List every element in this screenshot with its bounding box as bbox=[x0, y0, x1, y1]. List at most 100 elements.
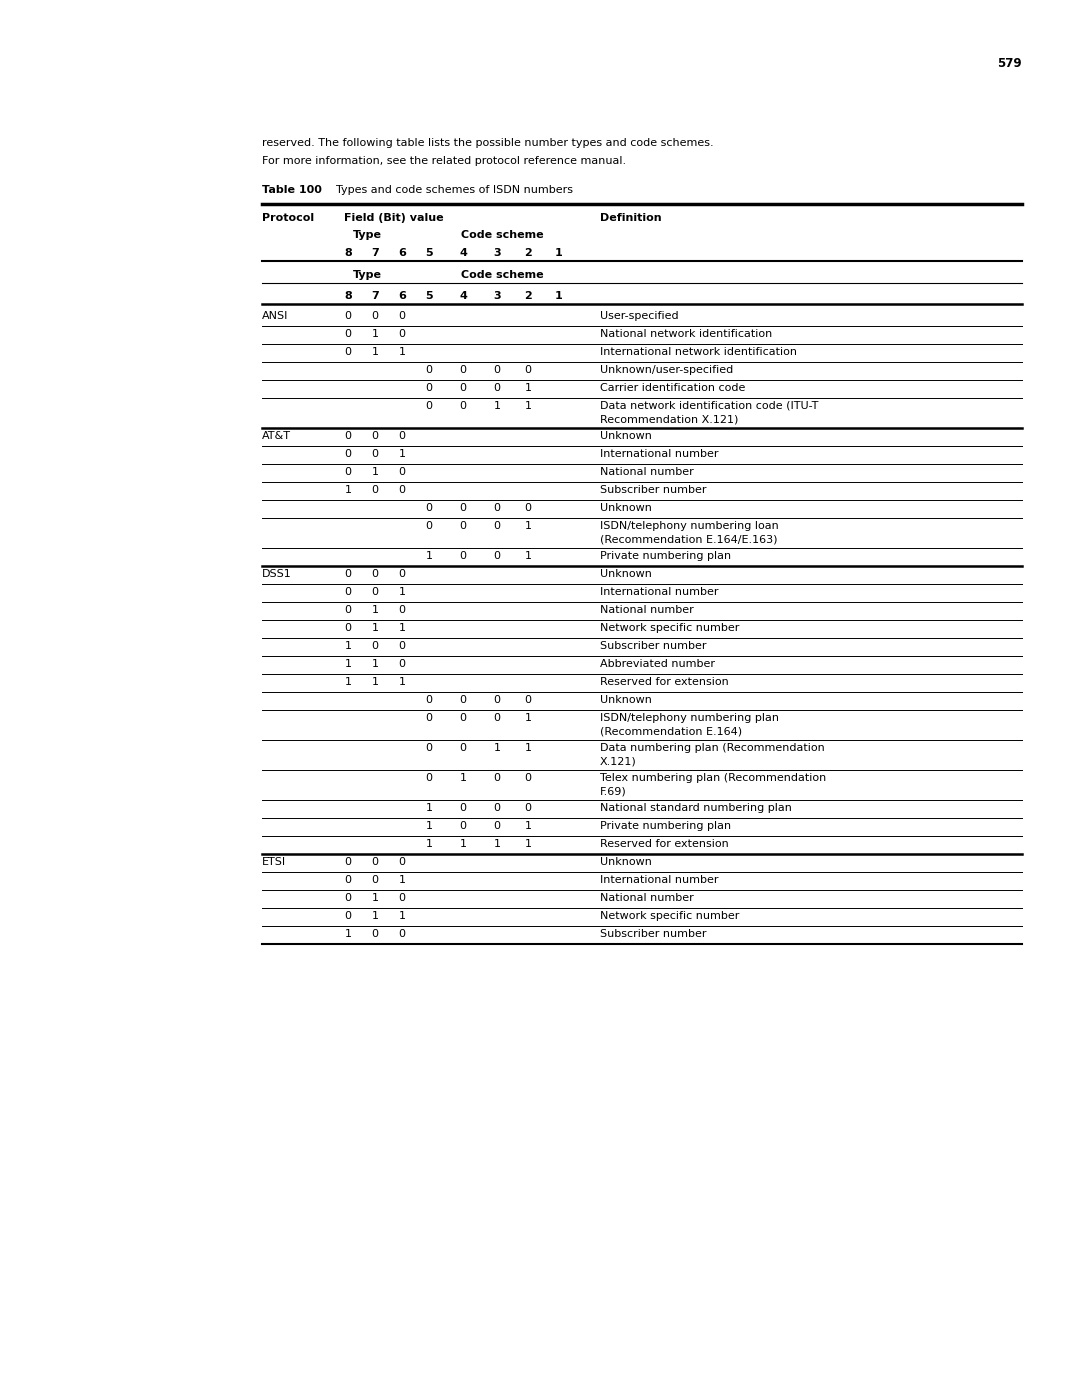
Text: 1: 1 bbox=[525, 712, 531, 724]
Text: 1: 1 bbox=[459, 840, 467, 849]
Text: Reserved for extension: Reserved for extension bbox=[600, 840, 729, 849]
Text: For more information, see the related protocol reference manual.: For more information, see the related pr… bbox=[262, 156, 626, 166]
Text: 0: 0 bbox=[525, 503, 531, 513]
Text: 0: 0 bbox=[372, 856, 378, 868]
Text: 0: 0 bbox=[459, 401, 467, 411]
Text: 1: 1 bbox=[372, 605, 378, 615]
Text: ETSI: ETSI bbox=[262, 856, 286, 868]
Text: 1: 1 bbox=[459, 773, 467, 782]
Text: 0: 0 bbox=[459, 550, 467, 562]
Text: Carrier identification code: Carrier identification code bbox=[600, 383, 745, 393]
Text: 1: 1 bbox=[399, 875, 405, 886]
Text: ISDN/telephony numbering plan: ISDN/telephony numbering plan bbox=[600, 712, 779, 724]
Text: 0: 0 bbox=[399, 312, 405, 321]
Text: 7: 7 bbox=[372, 291, 379, 300]
Text: 0: 0 bbox=[459, 743, 467, 753]
Text: 8: 8 bbox=[345, 291, 352, 300]
Text: 0: 0 bbox=[459, 803, 467, 813]
Text: Type: Type bbox=[353, 270, 382, 279]
Text: 0: 0 bbox=[345, 623, 351, 633]
Text: 1: 1 bbox=[525, 383, 531, 393]
Text: 0: 0 bbox=[345, 448, 351, 460]
Text: 0: 0 bbox=[399, 659, 405, 669]
Text: 0: 0 bbox=[426, 712, 432, 724]
Text: 1: 1 bbox=[525, 550, 531, 562]
Text: 1: 1 bbox=[494, 840, 500, 849]
Text: ANSI: ANSI bbox=[262, 312, 288, 321]
Text: 0: 0 bbox=[494, 803, 500, 813]
Text: 1: 1 bbox=[372, 678, 378, 687]
Text: 1: 1 bbox=[345, 678, 351, 687]
Text: 1: 1 bbox=[372, 467, 378, 476]
Text: 1: 1 bbox=[399, 911, 405, 921]
Text: 0: 0 bbox=[494, 773, 500, 782]
Text: F.69): F.69) bbox=[600, 787, 626, 798]
Text: 0: 0 bbox=[494, 521, 500, 531]
Text: reserved. The following table lists the possible number types and code schemes.: reserved. The following table lists the … bbox=[262, 138, 714, 148]
Text: 1: 1 bbox=[525, 521, 531, 531]
Text: X.121): X.121) bbox=[600, 757, 637, 767]
Text: 0: 0 bbox=[345, 569, 351, 578]
Text: Telex numbering plan (Recommendation: Telex numbering plan (Recommendation bbox=[600, 773, 826, 782]
Text: 0: 0 bbox=[459, 503, 467, 513]
Text: 0: 0 bbox=[372, 312, 378, 321]
Text: 0: 0 bbox=[345, 330, 351, 339]
Text: 1: 1 bbox=[426, 840, 432, 849]
Text: Field (Bit) value: Field (Bit) value bbox=[345, 212, 444, 224]
Text: 0: 0 bbox=[372, 587, 378, 597]
Text: 0: 0 bbox=[459, 521, 467, 531]
Text: 0: 0 bbox=[426, 503, 432, 513]
Text: DSS1: DSS1 bbox=[262, 569, 292, 578]
Text: 1: 1 bbox=[372, 893, 378, 902]
Text: 0: 0 bbox=[494, 712, 500, 724]
Text: Unknown: Unknown bbox=[600, 503, 652, 513]
Text: 1: 1 bbox=[555, 249, 563, 258]
Text: 0: 0 bbox=[459, 821, 467, 831]
Text: 1: 1 bbox=[426, 821, 432, 831]
Text: 5: 5 bbox=[426, 291, 433, 300]
Text: 1: 1 bbox=[372, 623, 378, 633]
Text: 3: 3 bbox=[494, 249, 501, 258]
Text: 0: 0 bbox=[345, 911, 351, 921]
Text: 1: 1 bbox=[555, 291, 563, 300]
Text: Code scheme: Code scheme bbox=[461, 270, 543, 279]
Text: Subscriber number: Subscriber number bbox=[600, 641, 706, 651]
Text: 4: 4 bbox=[459, 249, 467, 258]
Text: 0: 0 bbox=[399, 893, 405, 902]
Text: Type: Type bbox=[353, 231, 382, 240]
Text: 579: 579 bbox=[997, 57, 1022, 70]
Text: 0: 0 bbox=[525, 773, 531, 782]
Text: ISDN/telephony numbering loan: ISDN/telephony numbering loan bbox=[600, 521, 779, 531]
Text: 0: 0 bbox=[372, 569, 378, 578]
Text: 0: 0 bbox=[345, 312, 351, 321]
Text: 0: 0 bbox=[525, 365, 531, 374]
Text: 1: 1 bbox=[345, 929, 351, 939]
Text: National number: National number bbox=[600, 605, 693, 615]
Text: 0: 0 bbox=[345, 467, 351, 476]
Text: 0: 0 bbox=[494, 383, 500, 393]
Text: 0: 0 bbox=[399, 432, 405, 441]
Text: 4: 4 bbox=[459, 291, 467, 300]
Text: 0: 0 bbox=[372, 641, 378, 651]
Text: User-specified: User-specified bbox=[600, 312, 678, 321]
Text: 0: 0 bbox=[459, 383, 467, 393]
Text: 5: 5 bbox=[426, 249, 433, 258]
Text: 0: 0 bbox=[525, 694, 531, 705]
Text: Definition: Definition bbox=[600, 212, 662, 224]
Text: 0: 0 bbox=[426, 383, 432, 393]
Text: 1: 1 bbox=[372, 911, 378, 921]
Text: 0: 0 bbox=[399, 485, 405, 495]
Text: 1: 1 bbox=[494, 743, 500, 753]
Text: 1: 1 bbox=[525, 743, 531, 753]
Text: 1: 1 bbox=[399, 587, 405, 597]
Text: 1: 1 bbox=[426, 550, 432, 562]
Text: International network identification: International network identification bbox=[600, 346, 797, 358]
Text: 0: 0 bbox=[345, 875, 351, 886]
Text: 1: 1 bbox=[345, 485, 351, 495]
Text: 1: 1 bbox=[345, 641, 351, 651]
Text: 0: 0 bbox=[494, 821, 500, 831]
Text: National standard numbering plan: National standard numbering plan bbox=[600, 803, 792, 813]
Text: 1: 1 bbox=[525, 821, 531, 831]
Text: International number: International number bbox=[600, 587, 718, 597]
Text: 0: 0 bbox=[459, 712, 467, 724]
